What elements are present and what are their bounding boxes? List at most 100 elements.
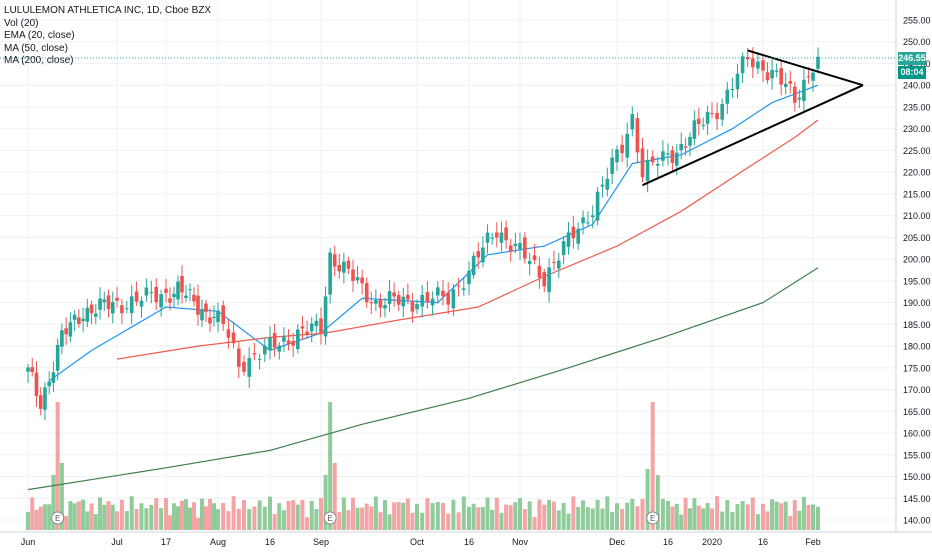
candle-body bbox=[323, 296, 328, 337]
volume-bar bbox=[710, 508, 714, 530]
candle-body bbox=[176, 281, 180, 300]
volume-bar bbox=[144, 508, 149, 530]
candle-body bbox=[485, 232, 490, 243]
volume-bar bbox=[149, 505, 154, 530]
legend-ema20[interactable]: EMA (20, close) bbox=[4, 30, 75, 41]
candle-body bbox=[374, 300, 378, 304]
candle-body bbox=[268, 337, 272, 351]
volume-bar bbox=[47, 504, 52, 530]
earnings-marker-icon[interactable] bbox=[323, 511, 337, 525]
volume-bar bbox=[277, 503, 282, 530]
volume-bar bbox=[81, 499, 86, 530]
x-tick-label: Jul bbox=[111, 537, 123, 547]
candle-body bbox=[51, 372, 56, 383]
volume-bar bbox=[600, 508, 605, 530]
candle-body bbox=[38, 395, 43, 409]
candle-body bbox=[537, 265, 542, 278]
volume-bar bbox=[816, 506, 820, 530]
candle-body bbox=[277, 345, 282, 352]
candle-body bbox=[710, 112, 714, 114]
volume-bar bbox=[200, 498, 204, 530]
volume-bar bbox=[655, 475, 660, 530]
candle-body bbox=[106, 295, 111, 310]
candle-body bbox=[159, 294, 163, 308]
candle-body bbox=[383, 304, 387, 309]
candle-body bbox=[81, 318, 85, 322]
volume-bar bbox=[788, 515, 793, 530]
candle-body bbox=[456, 285, 461, 287]
x-tick-label: 16 bbox=[265, 537, 275, 547]
volume-bar bbox=[355, 507, 360, 530]
volume-bar bbox=[337, 512, 342, 530]
volume-bar bbox=[415, 503, 419, 530]
trendline[interactable] bbox=[642, 84, 864, 187]
candle-body bbox=[26, 367, 30, 372]
ma-line bbox=[27, 267, 819, 491]
candle-body bbox=[581, 217, 585, 224]
volume-bars bbox=[26, 402, 820, 530]
volume-bar bbox=[547, 499, 552, 530]
volume-bar bbox=[115, 511, 119, 530]
volume-bar bbox=[102, 504, 107, 530]
candle-body bbox=[630, 113, 635, 130]
volume-bar bbox=[620, 509, 625, 530]
candle-body bbox=[415, 303, 419, 310]
y-tick-label: 150.00 bbox=[903, 472, 931, 482]
candle-body bbox=[720, 104, 724, 120]
volume-bar bbox=[581, 500, 586, 530]
candle-body bbox=[98, 298, 102, 310]
price-axis[interactable]: 140.00 145.00 150.00 155.00 160.00 165.00 170.… bbox=[903, 16, 931, 526]
time-axis[interactable]: Jun Jul 17 Aug 16 Sep Oct 16 Nov Dec 16 2020 16 Feb bbox=[21, 537, 821, 547]
legend-ma200[interactable]: MA (200, close) bbox=[4, 55, 74, 66]
volume-bar bbox=[51, 475, 56, 530]
candle-body bbox=[576, 228, 580, 244]
candle-body bbox=[64, 328, 68, 335]
volume-bar bbox=[226, 511, 231, 530]
volume-bar bbox=[401, 502, 406, 530]
last-price-badge: 246.55 bbox=[898, 52, 926, 65]
candle-body bbox=[751, 58, 755, 68]
candle-body bbox=[802, 79, 806, 102]
volume-bar bbox=[670, 506, 675, 530]
volume-bar bbox=[730, 512, 735, 530]
candle-body bbox=[60, 330, 64, 347]
candle-body bbox=[226, 329, 231, 338]
candle-body bbox=[231, 332, 236, 344]
candle-body bbox=[43, 387, 47, 410]
x-tick-label: Dec bbox=[609, 537, 626, 547]
legend-ma50[interactable]: MA (50, close) bbox=[4, 42, 68, 54]
candle-body bbox=[715, 112, 719, 120]
trendline[interactable] bbox=[747, 49, 864, 87]
candle-body bbox=[286, 340, 291, 345]
volume-bar bbox=[640, 499, 645, 530]
volume-bar bbox=[561, 502, 566, 530]
symbol-title[interactable]: LULULEMON ATHLETICA INC, 1D, Cboe BZX bbox=[4, 5, 212, 16]
earnings-marker-icon[interactable] bbox=[51, 511, 65, 525]
volume-bar bbox=[55, 402, 60, 530]
y-tick-label: 155.00 bbox=[903, 450, 931, 460]
candle-body bbox=[666, 153, 670, 155]
candle-body bbox=[55, 344, 60, 371]
candle-body bbox=[811, 72, 815, 81]
volume-bar bbox=[242, 499, 246, 530]
candle-body bbox=[446, 292, 450, 305]
earnings-marker-icon[interactable] bbox=[646, 511, 660, 525]
volume-bar bbox=[110, 504, 115, 530]
candle-body bbox=[436, 287, 440, 296]
legend-volume[interactable]: Vol (20) bbox=[4, 17, 39, 29]
candle-body bbox=[740, 56, 745, 74]
volume-bar bbox=[139, 503, 144, 530]
candle-body bbox=[272, 333, 277, 348]
volume-bar bbox=[373, 496, 378, 530]
y-tick-label: 145.00 bbox=[903, 494, 931, 504]
volume-bar bbox=[522, 509, 527, 530]
candle-body bbox=[793, 86, 797, 103]
candle-body bbox=[282, 336, 286, 342]
volume-bar bbox=[59, 463, 64, 530]
candle-body bbox=[77, 317, 81, 325]
candle-body bbox=[635, 118, 640, 153]
candle-body bbox=[557, 260, 561, 269]
candle-body bbox=[462, 288, 466, 290]
